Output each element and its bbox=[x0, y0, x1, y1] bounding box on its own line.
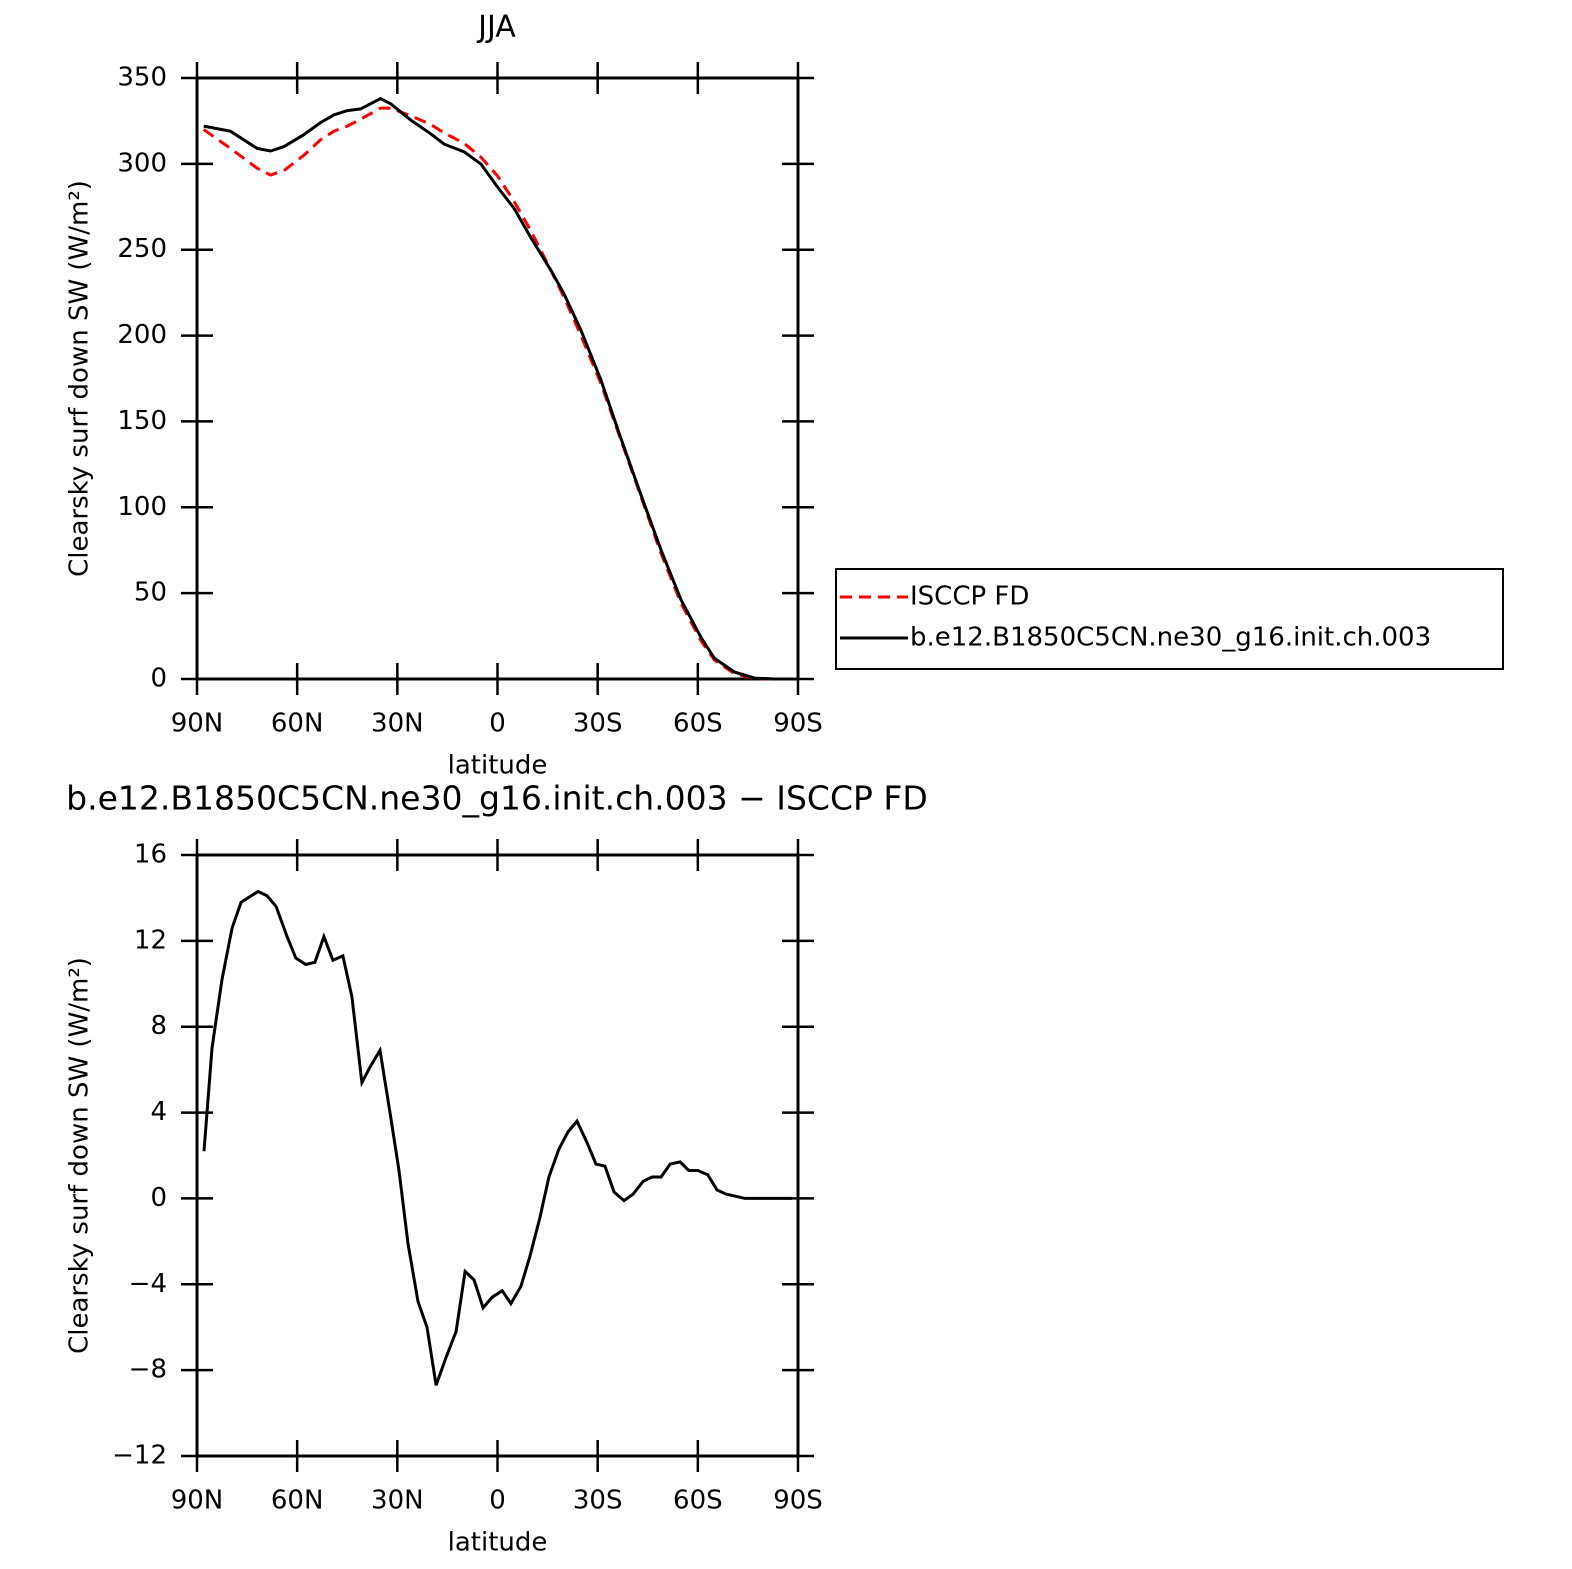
x-tick-label: 90N bbox=[171, 709, 224, 739]
x-axis-label: latitude bbox=[448, 751, 548, 781]
plot-frame bbox=[195, 76, 800, 681]
y-tick-label: 50 bbox=[134, 578, 167, 608]
y-tick-label: 200 bbox=[117, 320, 167, 350]
x-tick-label: 60S bbox=[673, 1486, 723, 1516]
y-tick-label: 100 bbox=[117, 492, 167, 522]
y-tick-label: 4 bbox=[150, 1097, 167, 1127]
series-line bbox=[203, 96, 792, 681]
y-tick-label: 8 bbox=[150, 1011, 167, 1041]
y-tick-label: −12 bbox=[112, 1441, 167, 1471]
plot-frame bbox=[195, 853, 800, 1458]
chart-title: JJA bbox=[476, 10, 516, 45]
x-tick-label: 30S bbox=[573, 1486, 623, 1516]
x-tick-label: 0 bbox=[489, 709, 506, 739]
x-tick-label: 60S bbox=[673, 709, 723, 739]
y-tick-label: 250 bbox=[117, 234, 167, 264]
x-tick-label: 30N bbox=[371, 709, 424, 739]
y-tick-label: −8 bbox=[129, 1355, 167, 1385]
y-tick-label: 16 bbox=[134, 840, 167, 870]
y-axis-label: Clearsky surf down SW (W/m²) bbox=[65, 180, 95, 577]
x-tick-label: 60N bbox=[271, 1486, 324, 1516]
series-line bbox=[202, 889, 792, 1386]
y-tick-label: 150 bbox=[117, 406, 167, 436]
x-tick-label: 90N bbox=[171, 1486, 224, 1516]
series-line bbox=[202, 106, 792, 681]
legend-box bbox=[835, 568, 1504, 670]
x-tick-label: 30S bbox=[573, 709, 623, 739]
y-axis-label: Clearsky surf down SW (W/m²) bbox=[65, 957, 95, 1354]
legend-label: ISCCP FD bbox=[910, 582, 1029, 612]
y-tick-label: 12 bbox=[134, 925, 167, 955]
x-tick-label: 30N bbox=[371, 1486, 424, 1516]
x-tick-label: 0 bbox=[489, 1486, 506, 1516]
x-axis-label: latitude bbox=[448, 1528, 548, 1558]
chart-title: b.e12.B1850C5CN.ne30_g16.init.ch.003 − I… bbox=[66, 779, 928, 818]
y-tick-label: 300 bbox=[117, 148, 167, 178]
x-tick-label: 90S bbox=[773, 709, 823, 739]
y-tick-label: 0 bbox=[150, 664, 167, 694]
y-tick-label: 350 bbox=[117, 63, 167, 93]
x-tick-label: 60N bbox=[271, 709, 324, 739]
x-tick-label: 90S bbox=[773, 1486, 823, 1516]
legend-label: b.e12.B1850C5CN.ne30_g16.init.ch.003 bbox=[910, 623, 1431, 653]
y-tick-label: 0 bbox=[150, 1183, 167, 1213]
y-tick-label: −4 bbox=[129, 1269, 167, 1299]
